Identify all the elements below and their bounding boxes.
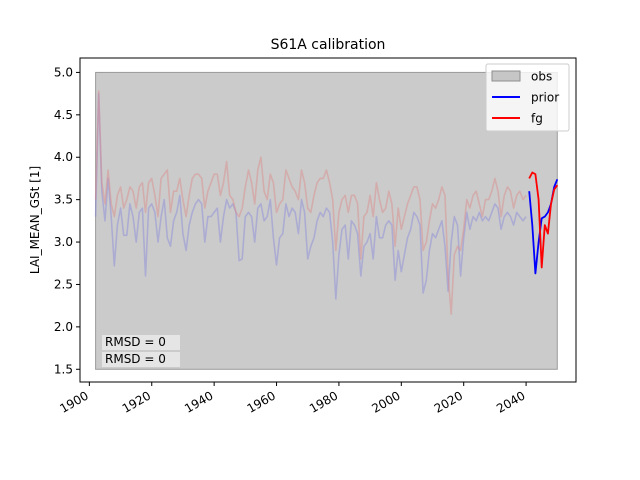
- annotation-background: [102, 352, 180, 367]
- rmsd-annotation: RMSD = 0: [105, 352, 166, 366]
- legend-swatch-obs: [491, 70, 521, 82]
- y-tick-label: 2.5: [54, 277, 73, 291]
- series-line-3: [528, 171, 559, 269]
- obs-band: [95, 71, 558, 370]
- series-line-1: [94, 90, 527, 315]
- legend-label-obs: obs: [531, 70, 552, 84]
- y-tick-label: 2.0: [54, 320, 73, 334]
- y-tick-label: 4.5: [54, 108, 73, 122]
- y-tick-label: 3.5: [54, 193, 73, 207]
- plot-area: [94, 71, 559, 370]
- series-line-0: [94, 92, 527, 300]
- y-axis-label: LAI_MEAN_GSt [1]: [28, 166, 42, 274]
- legend-label-prior: prior: [531, 91, 559, 105]
- rmsd-annotation: RMSD = 0: [105, 335, 166, 349]
- chart-title: S61A calibration: [271, 37, 386, 53]
- axes-frame: [79, 57, 577, 383]
- y-tick-label: 1.5: [54, 362, 73, 376]
- legend-label-fg: fg: [531, 112, 543, 126]
- annotation-background: [102, 335, 180, 350]
- y-tick-label: 3.0: [54, 235, 73, 249]
- annotations: RMSD = 0 RMSD = 0: [102, 335, 180, 367]
- y-tick-label: 4.0: [54, 150, 73, 164]
- y-tick-label: 5.0: [54, 65, 73, 79]
- legend: obs prior fg: [485, 63, 570, 132]
